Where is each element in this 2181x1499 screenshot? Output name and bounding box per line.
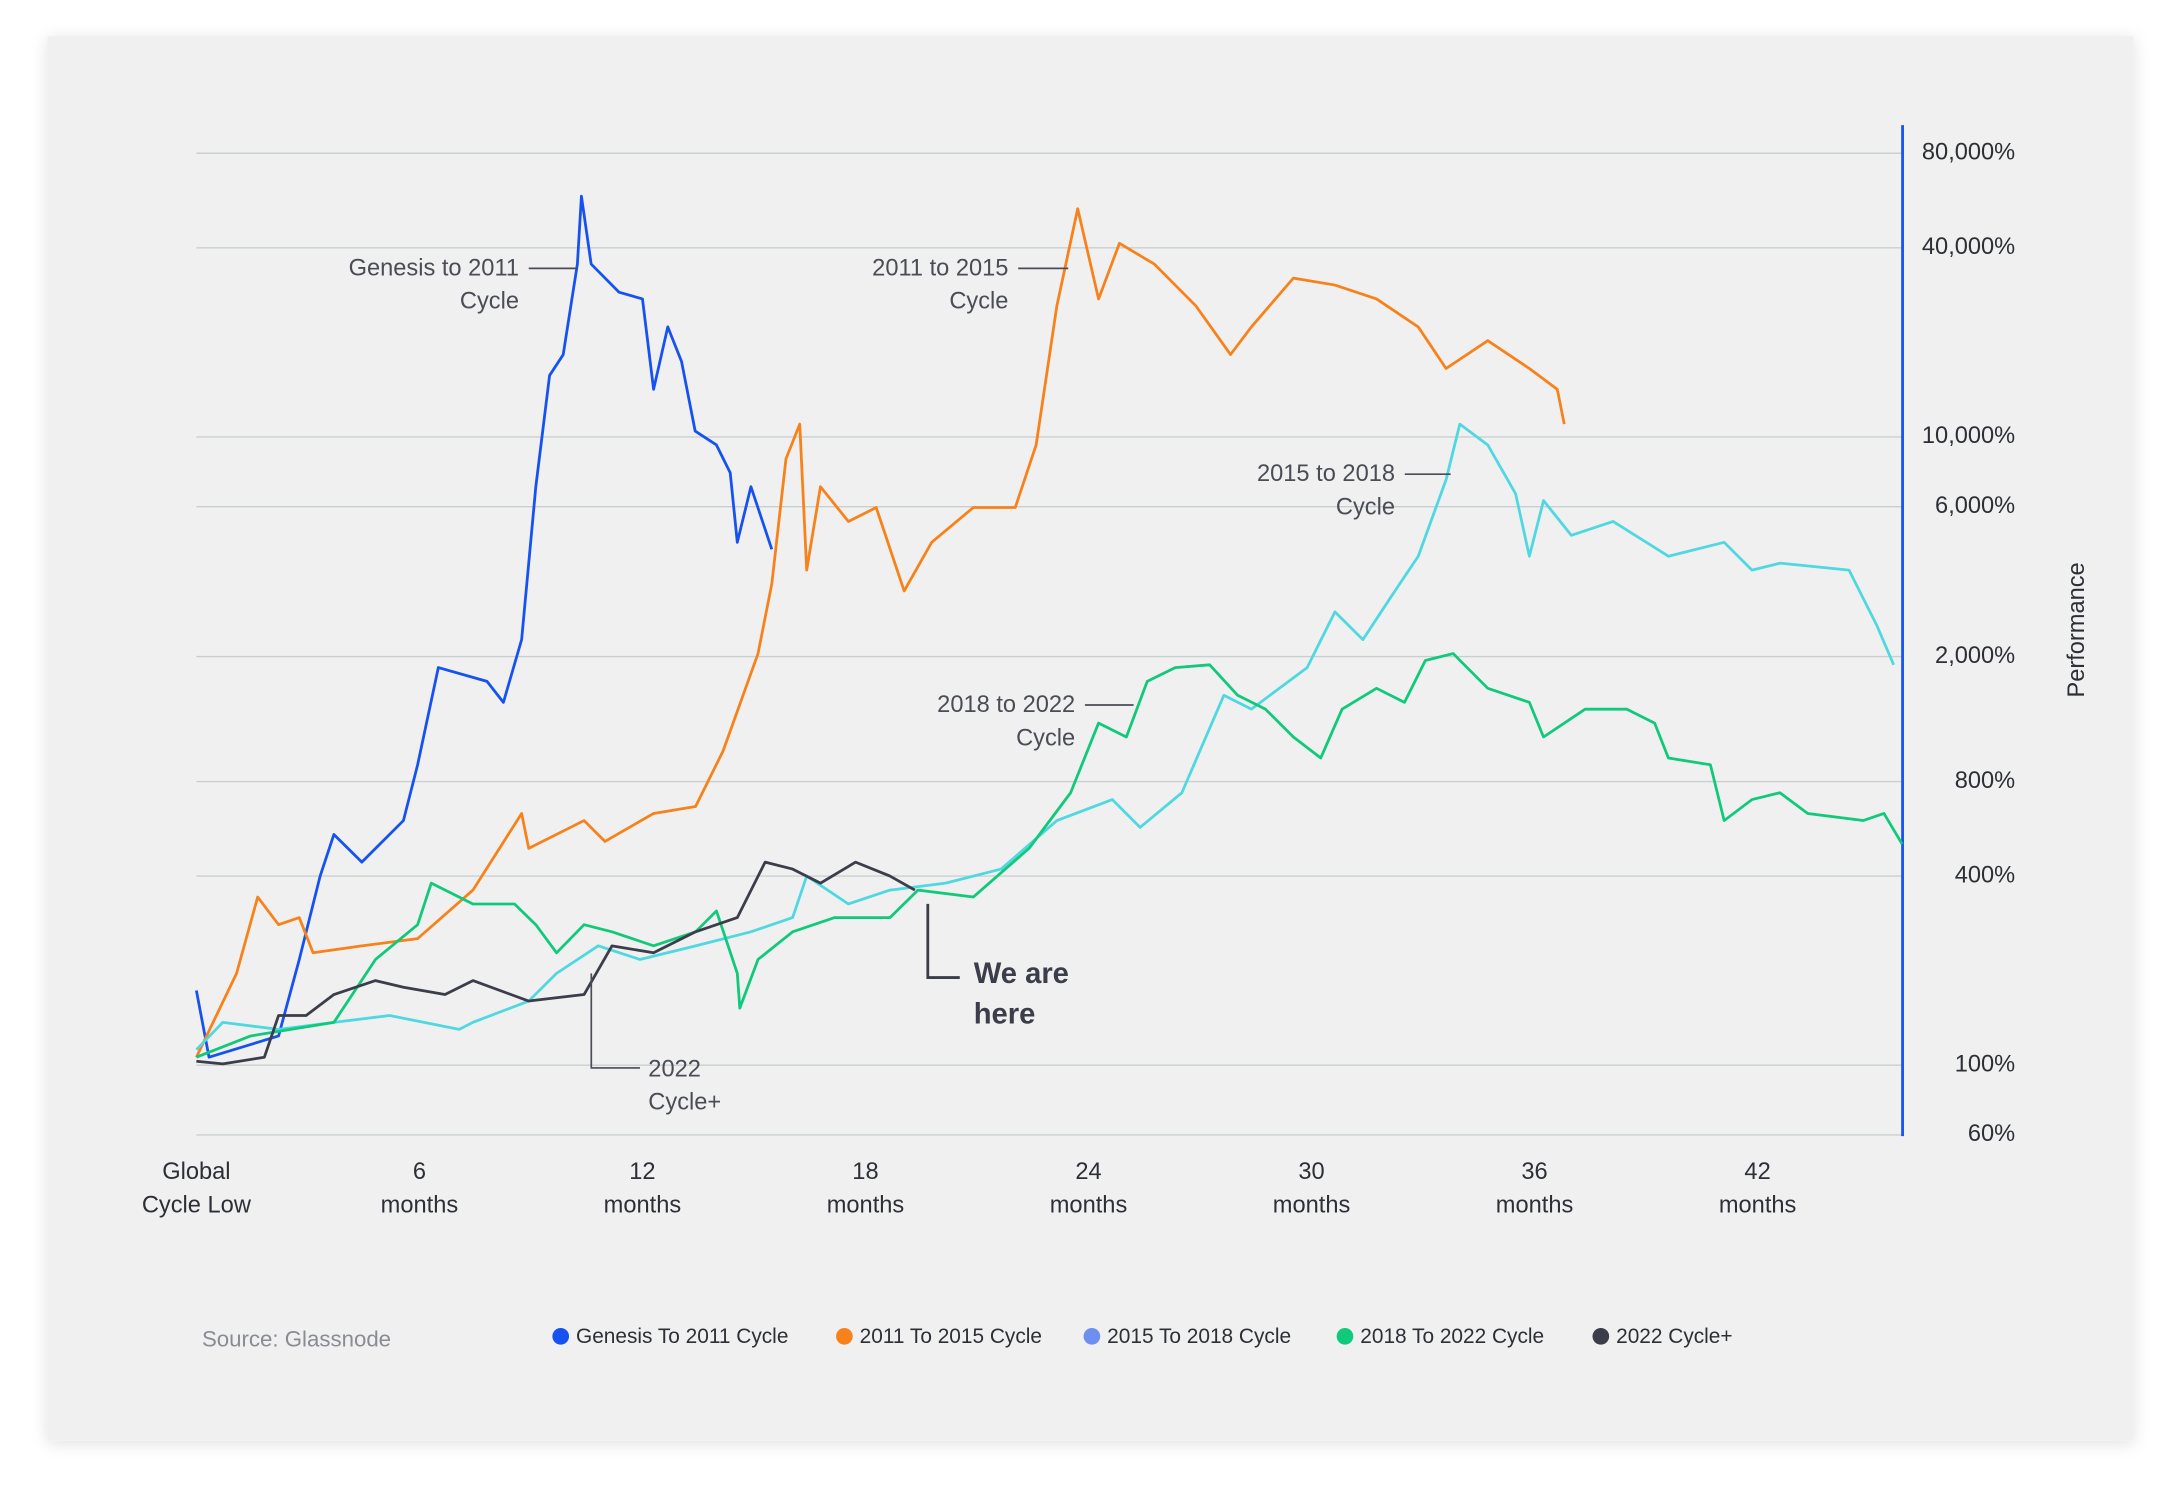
legend-label: Genesis To 2011 Cycle	[576, 1325, 788, 1348]
x-tick-label: 18 months	[826, 1158, 905, 1219]
x-tick-label-box: 18 months	[826, 1158, 905, 1219]
x-tick-label: 12 months	[603, 1158, 682, 1219]
legend-label: 2011 To 2015 Cycle	[860, 1325, 1042, 1348]
legend-swatch	[552, 1327, 570, 1345]
x-tick-label: 6 months	[380, 1158, 459, 1219]
annotation-box: Genesis to 2011 Cycle	[348, 254, 519, 315]
y-tick-label: 6,000%	[1935, 493, 2015, 519]
series-line	[195, 652, 1904, 1059]
annotation-box: 2015 to 2018 Cycle	[1256, 460, 1396, 521]
x-tick-label: 30 months	[1272, 1158, 1351, 1219]
annotation-box: 2022 Cycle+	[648, 1055, 722, 1116]
series-line	[195, 422, 1895, 1051]
x-tick-label-box: 6 months	[380, 1158, 459, 1219]
y-tick-label: 400%	[1955, 862, 2015, 888]
x-tick-label: 36 months	[1495, 1158, 1574, 1219]
x-tick-label-box: Global Cycle Low	[141, 1158, 251, 1219]
series-line	[196, 860, 916, 1066]
annotation-leader	[590, 973, 640, 1069]
x-tick-label: Global Cycle Low	[141, 1158, 251, 1219]
legend-swatch	[1592, 1327, 1610, 1345]
legend-label: 2022 Cycle+	[1616, 1325, 1732, 1348]
legend-swatch	[836, 1327, 853, 1345]
annotation-box: We are here	[973, 958, 1069, 1031]
annotation: 2022 Cycle+	[648, 1055, 722, 1116]
x-tick-label: 42 months	[1718, 1158, 1797, 1219]
annotation-leader	[926, 903, 960, 979]
y-tick-label: 100%	[1955, 1051, 2015, 1077]
legend-swatch	[1083, 1327, 1101, 1345]
x-tick-label-box: 30 months	[1272, 1158, 1351, 1219]
annotation: 2011 to 2015 Cycle	[872, 254, 1009, 315]
x-tick-label: 24 months	[1049, 1158, 1128, 1219]
annotation: Genesis to 2011 Cycle	[348, 254, 519, 315]
y-tick-label: 80,000%	[1922, 139, 2015, 165]
annotation-box: 2011 to 2015 Cycle	[872, 254, 1009, 315]
y-tick-label: 40,000%	[1922, 234, 2015, 260]
y-tick-label: 10,000%	[1922, 423, 2015, 449]
y-tick-label: 800%	[1955, 768, 2015, 794]
legend-label: 2018 To 2022 Cycle	[1360, 1325, 1544, 1348]
y-tick-label: 60%	[1968, 1121, 2015, 1147]
annotation-box: 2018 to 2022 Cycle	[937, 691, 1076, 751]
series-line	[195, 207, 1566, 1058]
annotation: 2015 to 2018 Cycle	[1256, 460, 1396, 521]
x-tick-label-box: 42 months	[1718, 1158, 1797, 1219]
x-tick-label-box: 36 months	[1495, 1158, 1574, 1219]
legend-swatch	[1336, 1327, 1354, 1345]
annotation: 2018 to 2022 Cycle	[937, 691, 1076, 751]
annotation: We are here	[973, 958, 1069, 1031]
x-tick-label-box: 24 months	[1049, 1158, 1128, 1219]
x-tick-label-box: 12 months	[603, 1158, 682, 1219]
y-tick-label: 2,000%	[1935, 643, 2015, 669]
legend-label: 2015 To 2018 Cycle	[1107, 1325, 1291, 1348]
y-axis-label: Performance	[2064, 562, 2090, 697]
source: Source: Glassnode	[202, 1326, 391, 1351]
series-line	[195, 194, 774, 1059]
